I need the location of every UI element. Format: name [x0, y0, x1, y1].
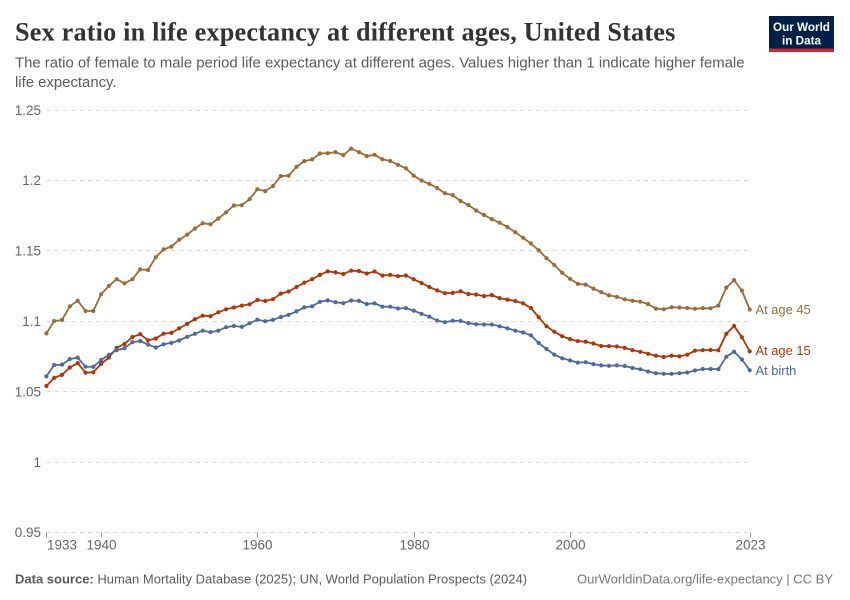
svg-text:2023: 2023 — [735, 538, 765, 553]
svg-text:Sex ratio in life expectancy a: Sex ratio in life expectancy at differen… — [15, 17, 675, 46]
svg-text:Our World: Our World — [773, 21, 830, 34]
svg-text:in Data: in Data — [782, 34, 821, 47]
svg-text:0.95: 0.95 — [15, 525, 41, 540]
svg-text:At age 15: At age 15 — [756, 343, 811, 358]
svg-text:1940: 1940 — [86, 538, 116, 553]
svg-text:At birth: At birth — [756, 363, 797, 378]
svg-text:1.25: 1.25 — [15, 103, 41, 118]
svg-text:1: 1 — [33, 455, 41, 470]
svg-text:1.2: 1.2 — [22, 173, 41, 188]
svg-text:1.1: 1.1 — [22, 314, 41, 329]
svg-text:1980: 1980 — [399, 538, 429, 553]
svg-text:1.15: 1.15 — [15, 244, 41, 259]
svg-text:1933: 1933 — [47, 538, 77, 553]
svg-text:Data source: Human Mortality D: Data source: Human Mortality Database (2… — [15, 572, 527, 587]
svg-text:OurWorldinData.org/life-expect: OurWorldinData.org/life-expectancy | CC … — [577, 572, 833, 587]
svg-text:At age 45: At age 45 — [756, 302, 811, 317]
svg-text:life expectancy.: life expectancy. — [15, 75, 117, 91]
svg-text:1.05: 1.05 — [15, 384, 41, 399]
svg-text:1960: 1960 — [242, 538, 272, 553]
svg-text:2000: 2000 — [555, 538, 585, 553]
svg-text:The ratio of female to male pe: The ratio of female to male period life … — [15, 56, 745, 72]
